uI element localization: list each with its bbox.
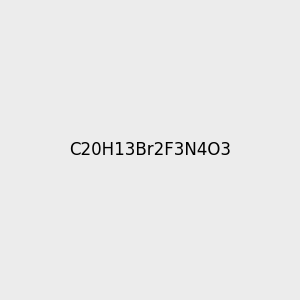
Text: C20H13Br2F3N4O3: C20H13Br2F3N4O3 (69, 141, 231, 159)
